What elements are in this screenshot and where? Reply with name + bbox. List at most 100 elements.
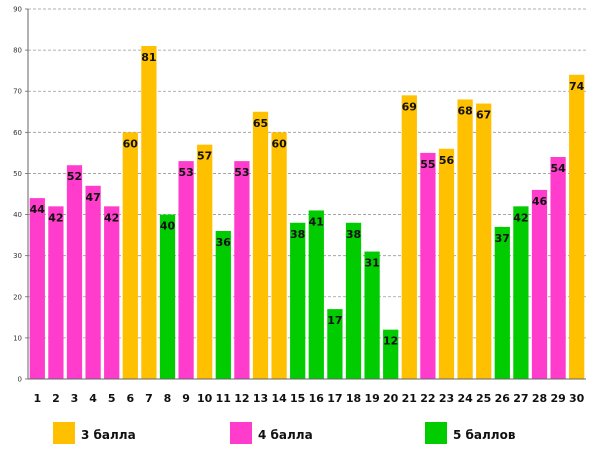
bar: [383, 329, 399, 379]
data-labels: 4442524742608140535736536560384117383112…: [30, 51, 585, 348]
bar: [85, 185, 101, 379]
legend-swatch: [425, 422, 447, 444]
bars: [29, 46, 585, 380]
data-label: 52: [67, 170, 82, 183]
x-tick-label: 14: [271, 392, 287, 405]
y-tick-label: 80: [13, 47, 22, 55]
bar: [252, 111, 269, 380]
x-tick-label: 15: [290, 392, 305, 405]
y-tick-label: 10: [13, 334, 22, 342]
x-tick-label: 8: [164, 392, 172, 405]
x-tick-label: 7: [145, 392, 153, 405]
data-label: 31: [364, 257, 379, 270]
data-label: 60: [123, 137, 139, 150]
bar: [178, 161, 194, 379]
data-label: 40: [160, 220, 176, 233]
bar: [327, 309, 343, 379]
x-tick-label: 19: [364, 392, 379, 405]
x-tick-label: 12: [234, 392, 249, 405]
bar: [345, 222, 362, 379]
bar: [569, 74, 585, 380]
bar: [48, 206, 64, 379]
x-tick-label: 22: [420, 392, 435, 405]
bar: [401, 95, 417, 379]
legend-swatch: [230, 422, 252, 444]
x-tick-label: 16: [309, 392, 325, 405]
data-label: 54: [550, 162, 566, 175]
data-label: 41: [309, 215, 324, 228]
bar: [122, 132, 138, 379]
bar: [550, 157, 566, 379]
x-tick-label: 13: [253, 392, 268, 405]
y-tick-label: 60: [13, 129, 22, 137]
data-label: 67: [476, 109, 491, 122]
bar: [29, 198, 45, 379]
data-label: 17: [327, 314, 342, 327]
bar: [364, 251, 380, 379]
bar: [66, 165, 83, 379]
bar: [104, 206, 120, 379]
x-axis-ticks: 1 2 3 4 5 6 7 8 9 10 11 12 13 14 15 16 17 18 19 20 21 22 23 24 2…: [33, 392, 584, 405]
data-label: 57: [197, 150, 212, 163]
data-label: 38: [290, 228, 305, 241]
x-tick-label: 9: [182, 392, 190, 405]
legend-label: 3 балла: [81, 428, 136, 442]
x-tick-label: 30: [569, 392, 585, 405]
x-tick-label: 20: [383, 392, 399, 405]
x-tick-label: 10: [197, 392, 213, 405]
bar: [513, 206, 529, 379]
x-tick-label: 27: [513, 392, 528, 405]
data-label: 42: [513, 211, 528, 224]
data-label: 37: [495, 232, 510, 245]
x-tick-label: 18: [346, 392, 361, 405]
bar: [215, 231, 231, 379]
y-tick-label: 30: [13, 252, 22, 260]
y-axis-ticks: 0 10 20 30 40 50 60 70 80 90: [13, 6, 28, 384]
bar: [271, 132, 287, 379]
data-label: 36: [216, 236, 232, 249]
y-tick-label: 90: [13, 6, 22, 14]
data-label: 44: [30, 203, 46, 216]
legend-swatch: [53, 422, 75, 444]
data-label: 12: [383, 335, 398, 348]
y-tick-label: 50: [13, 170, 22, 178]
data-label: 46: [532, 195, 548, 208]
bar: [141, 46, 157, 379]
data-label: 65: [253, 117, 268, 130]
y-tick-label: 70: [13, 88, 22, 96]
legend-label: 5 баллов: [453, 428, 516, 442]
y-tick-label: 40: [13, 211, 22, 219]
x-tick-label: 11: [216, 392, 231, 405]
data-label: 81: [141, 51, 156, 64]
x-tick-label: 26: [495, 392, 511, 405]
data-label: 69: [402, 100, 417, 113]
bar: [420, 152, 436, 379]
bar: [457, 99, 473, 379]
data-label: 42: [104, 211, 119, 224]
bar: [494, 226, 510, 379]
x-tick-label: 21: [402, 392, 417, 405]
x-tick-label: 23: [439, 392, 454, 405]
x-tick-label: 6: [126, 392, 134, 405]
x-tick-label: 24: [457, 392, 473, 405]
data-label: 42: [48, 211, 63, 224]
bar: [531, 189, 548, 379]
x-tick-label: 29: [550, 392, 565, 405]
legend-label: 4 балла: [258, 428, 313, 442]
x-tick-label: 2: [52, 392, 60, 405]
bar: [234, 161, 250, 379]
x-tick-label: 5: [108, 392, 116, 405]
y-tick-label: 0: [18, 376, 22, 384]
x-tick-label: 17: [327, 392, 342, 405]
bar: [438, 148, 455, 379]
legend: 3 балла 4 балла 5 баллов: [53, 422, 516, 444]
bar: [290, 222, 306, 379]
bar: [476, 103, 492, 380]
data-label: 56: [439, 154, 455, 167]
data-label: 68: [457, 104, 472, 117]
data-label: 53: [234, 166, 249, 179]
x-tick-label: 25: [476, 392, 491, 405]
x-tick-label: 1: [33, 392, 41, 405]
bar: [197, 144, 213, 379]
